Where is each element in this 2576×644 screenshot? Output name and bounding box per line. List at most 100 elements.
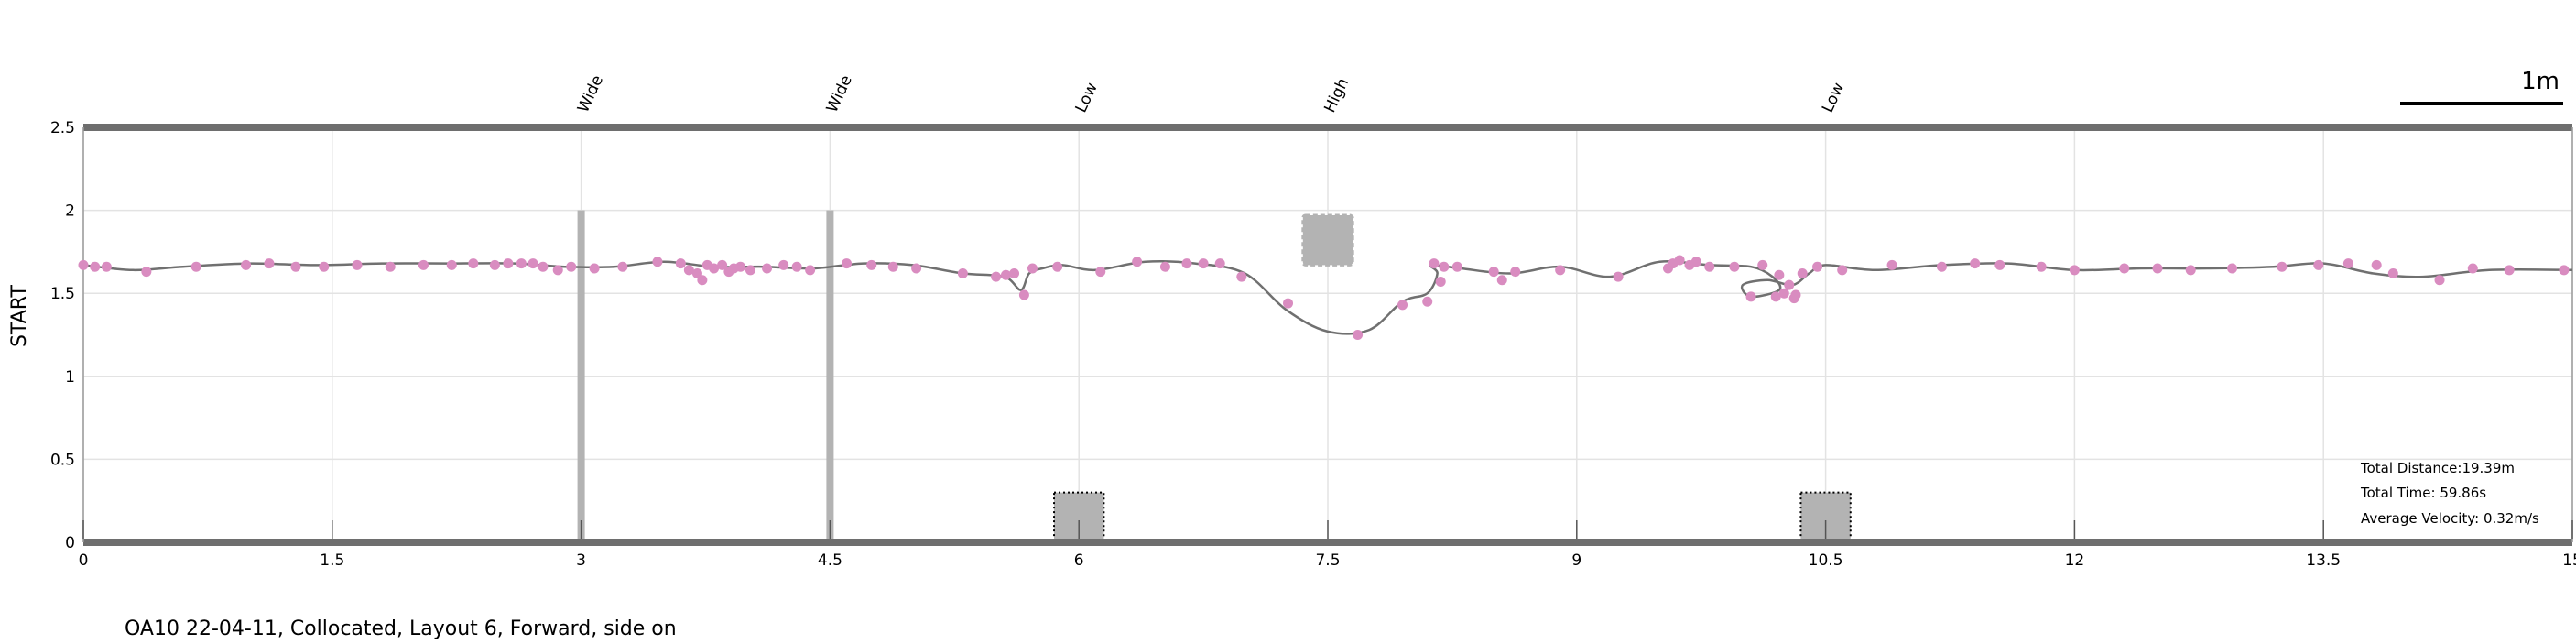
obstacles (577, 210, 1852, 544)
annotation-label: Low (1819, 80, 1848, 115)
trajectory-point (2342, 258, 2353, 269)
annotation-label: Low (1072, 80, 1102, 115)
trajectory-point (1052, 261, 1063, 272)
trajectory-point (352, 259, 363, 270)
trajectory-point (2277, 261, 2288, 272)
x-tick-label: 1.5 (320, 551, 344, 570)
trajectory-point (683, 265, 694, 276)
trajectory-point (1018, 289, 1029, 300)
x-tick-label: 10.5 (1809, 551, 1843, 570)
y-tick-label: 0.5 (50, 451, 75, 469)
trajectory-point (468, 258, 479, 269)
trajectory-point (991, 271, 1002, 282)
trajectory-point (652, 257, 663, 267)
trajectory-point (1797, 267, 1808, 278)
trajectory-point (778, 259, 789, 270)
trajectory-point (1886, 259, 1897, 270)
y-tick-label: 1.5 (50, 285, 75, 303)
trajectory-point (1690, 257, 1701, 267)
trajectory-point (2371, 259, 2382, 270)
trajectory-point (446, 259, 457, 270)
trajectory-point (1729, 261, 1740, 272)
trajectory-point (1488, 267, 1499, 278)
obstacle-annotations: Wide Wide Low High Low (574, 72, 1848, 115)
trajectory-point (2387, 267, 2398, 278)
x-tick-label: 12 (2065, 551, 2085, 570)
trajectory-point (617, 261, 628, 272)
trajectory-point (717, 259, 728, 270)
x-tick-label: 0 (79, 551, 89, 570)
trajectory-point (101, 261, 112, 272)
trajectory-point (2227, 263, 2238, 274)
stat-total-distance: Total Distance:19.39m (2360, 460, 2515, 476)
trajectory-point (709, 263, 720, 274)
trajectory-point (1745, 291, 1756, 302)
trajectory-point (1674, 255, 1685, 266)
y-tick-label: 2 (65, 202, 75, 221)
scale-bar-label: 1m (2521, 68, 2560, 95)
trajectory-point (866, 259, 877, 270)
trajectory-point (2119, 263, 2130, 274)
trajectory-point (1236, 271, 1247, 282)
trajectory-point (762, 263, 773, 274)
annotation-label: High (1321, 75, 1353, 115)
scale-bar: 1m (2400, 68, 2563, 105)
trajectory-point (290, 261, 301, 272)
trajectory-point (1790, 289, 1801, 300)
trajectory-point (566, 261, 577, 272)
trajectory-point (1812, 261, 1823, 272)
trajectory-point (1181, 258, 1192, 269)
axis-ticks: 0 1.5 3 4.5 6 7.5 9 10.5 12 13.5 15 0 0.5 1 1.5 2 2.5 (50, 119, 2576, 570)
trajectory-point (1214, 258, 1225, 269)
x-tick-label: 4.5 (818, 551, 842, 570)
trajectory-point (1757, 259, 1768, 270)
trajectory-point (527, 258, 538, 269)
x-tick-label: 6 (1074, 551, 1084, 570)
stat-total-time: Total Time: 59.86s (2360, 485, 2486, 501)
trajectory-point (385, 261, 396, 272)
grid-lines (82, 126, 2573, 543)
trajectory-point (516, 258, 527, 269)
trajectory-point (589, 263, 600, 274)
trajectory-point (1095, 267, 1106, 278)
trajectory-points (78, 255, 2570, 340)
trajectory-point (418, 259, 429, 270)
stat-average-velocity: Average Velocity: 0.32m/s (2361, 510, 2539, 527)
x-tick-label: 13.5 (2306, 551, 2341, 570)
y-axis-label: START (8, 285, 31, 347)
trajectory-point (1439, 261, 1450, 272)
axes-frame (82, 124, 2573, 546)
trajectory-point (319, 261, 330, 272)
trajectory-point (1970, 258, 1981, 269)
trajectory-point (1837, 265, 1848, 276)
trajectory-point (842, 258, 853, 269)
trajectory-point (1778, 288, 1789, 299)
trajectory-point (791, 261, 802, 272)
trajectory-point (90, 261, 101, 272)
trajectory-point (1613, 271, 1624, 282)
trajectory-point (489, 259, 500, 270)
trajectory-point (1283, 298, 1294, 309)
trajectory-point (141, 267, 152, 278)
trajectory-point (2152, 263, 2163, 274)
annotation-label: Wide (823, 72, 856, 115)
trajectory-point (1936, 261, 1947, 272)
figure-caption: OA10 22-04-11, Collocated, Layout 6, For… (125, 617, 677, 640)
trajectory-point (1784, 279, 1795, 290)
y-tick-label: 2.5 (50, 119, 75, 137)
trajectory-point (190, 261, 201, 272)
trajectory-point (538, 261, 549, 272)
trajectory-point (503, 258, 514, 269)
obstacle-post (826, 210, 834, 542)
trajectory-point (911, 263, 922, 274)
trajectory-point (1774, 269, 1785, 280)
trajectory-point (1000, 269, 1011, 280)
trajectory-point (957, 267, 968, 278)
trajectory-point (1510, 267, 1521, 278)
trajectory-point (1353, 330, 1364, 340)
annotation-label: Wide (574, 72, 607, 115)
trajectory-point (697, 275, 708, 286)
trajectory-point (2313, 259, 2324, 270)
trajectory-point (78, 259, 89, 270)
